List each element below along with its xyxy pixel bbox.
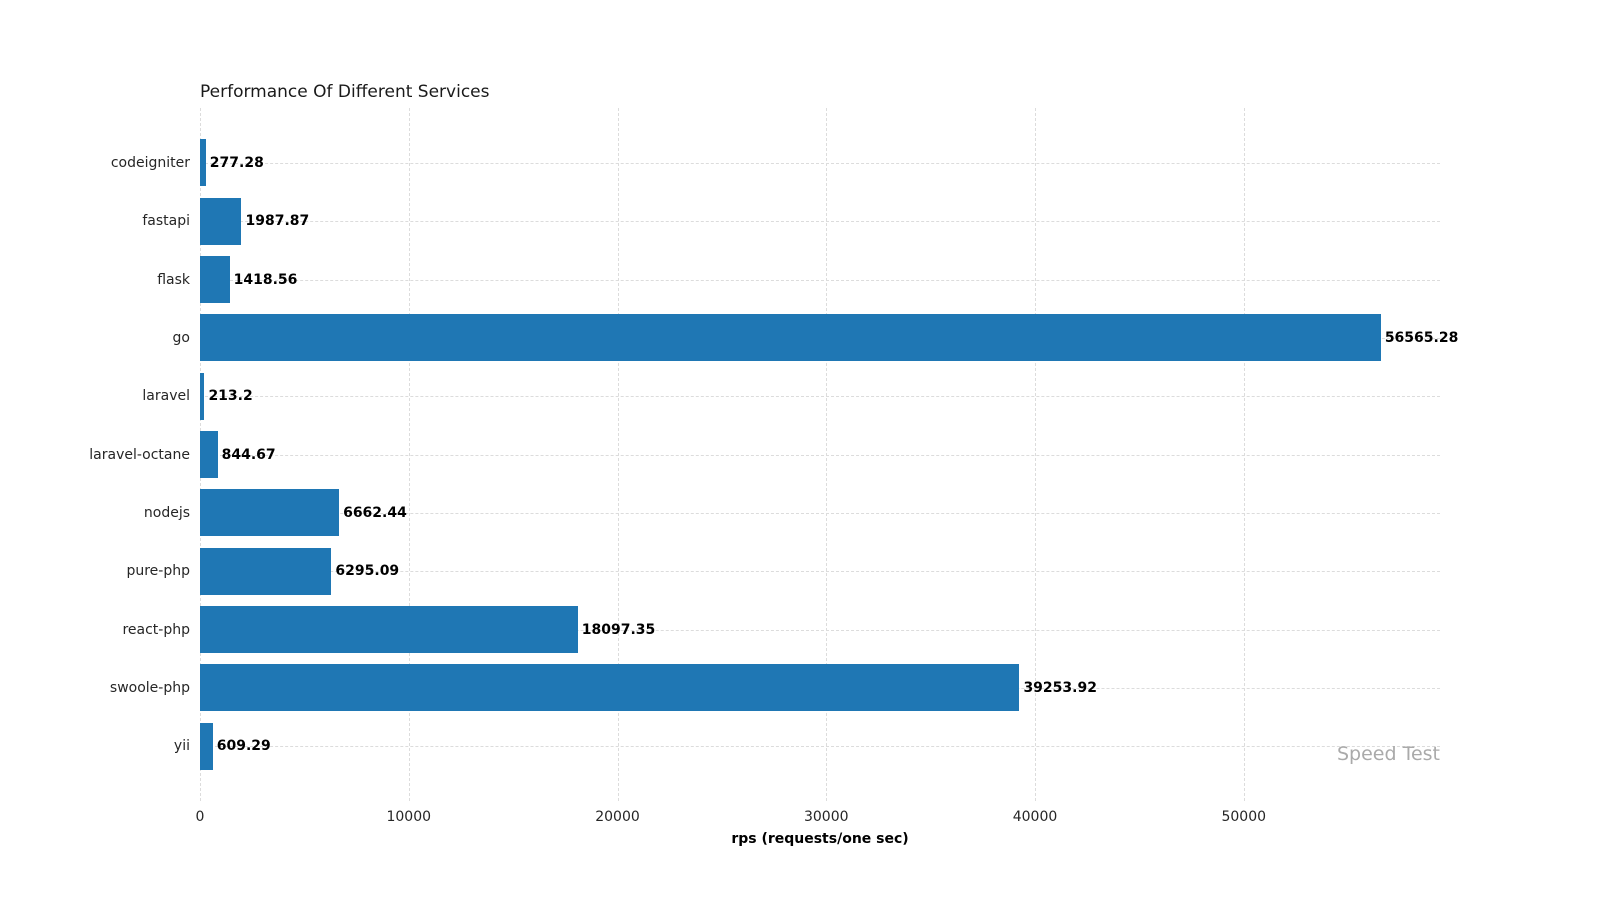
- category-label: go: [172, 329, 190, 346]
- gridline-horizontal: [200, 221, 1440, 223]
- bar: [200, 256, 230, 303]
- x-axis-title: rps (requests/one sec): [731, 831, 909, 847]
- gridline-horizontal: [200, 571, 1440, 573]
- gridline-horizontal: [200, 162, 1440, 164]
- category-label: codeigniter: [110, 154, 190, 171]
- bar: [200, 489, 339, 537]
- gridline-horizontal: [200, 629, 1440, 631]
- value-label: 609.29: [216, 738, 271, 755]
- value-label: 56565.28: [1384, 329, 1459, 346]
- bar: [200, 547, 331, 595]
- category-label: pure-php: [126, 563, 190, 580]
- watermark: Speed Test: [1336, 743, 1440, 765]
- bar: [200, 722, 213, 770]
- category-label: laravel-octane: [89, 446, 190, 463]
- x-tick-label: 20000: [595, 809, 640, 825]
- value-label: 18097.35: [581, 621, 656, 638]
- value-label: 844.67: [221, 446, 276, 463]
- gridline-horizontal: [200, 512, 1440, 514]
- bar: [200, 664, 1019, 712]
- x-tick-label: 10000: [386, 809, 432, 825]
- x-tick-label: 30000: [803, 809, 849, 825]
- value-label: 213.2: [208, 388, 253, 405]
- category-label: react-php: [122, 621, 190, 638]
- bar: [200, 314, 1381, 362]
- value-label: 6662.44: [343, 504, 407, 521]
- category-label: nodejs: [143, 504, 190, 521]
- bar: [200, 431, 218, 478]
- chart-title: Performance Of Different Services: [200, 82, 490, 102]
- plot-area: 277.28 1987.87 1418.56 56565.28 213.2 844.67 6…: [200, 108, 1458, 801]
- x-tick-label: 50000: [1221, 809, 1267, 825]
- category-label: swoole-php: [109, 679, 190, 696]
- bar: [200, 372, 204, 420]
- value-label: 1987.87: [245, 213, 310, 230]
- value-label: 1418.56: [233, 271, 298, 288]
- bar: [200, 139, 206, 187]
- x-tick-label: 0: [195, 809, 205, 825]
- category-label: laravel: [142, 388, 190, 405]
- gridline-horizontal: [200, 746, 1440, 748]
- x-tick-label: 40000: [1012, 809, 1058, 825]
- bar: [200, 606, 578, 653]
- category-label: fastapi: [142, 213, 190, 230]
- value-label: 6295.09: [335, 563, 400, 580]
- gridline-horizontal: [200, 279, 1440, 281]
- value-label: 277.28: [209, 154, 264, 171]
- category-label: yii: [173, 738, 190, 755]
- category-label: flask: [157, 271, 190, 288]
- value-label: 39253.92: [1023, 679, 1097, 696]
- gridline-horizontal: [200, 454, 1440, 456]
- bar: [200, 197, 241, 245]
- gridline-horizontal: [200, 396, 1440, 398]
